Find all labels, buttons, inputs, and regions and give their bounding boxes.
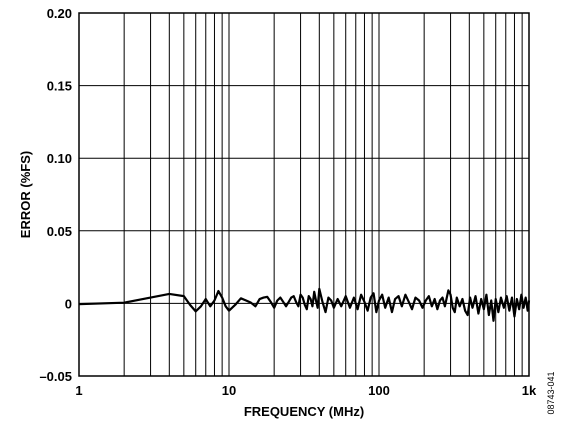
series-line (78, 287, 531, 322)
tick-labels: 1 10 100 1k 0.20 0.15 0.10 0.05 0 –0.05 (39, 6, 537, 398)
y-tick-label: 0 (65, 296, 72, 311)
y-tick-label: –0.05 (39, 369, 72, 384)
y-tick-label: 0.10 (47, 151, 72, 166)
figure-id-label: 08743-041 (546, 371, 556, 414)
x-axis-title: FREQUENCY (MHz) (244, 404, 364, 419)
y-tick-label: 0.20 (47, 6, 72, 21)
x-tick-label: 100 (368, 383, 390, 398)
y-axis-title: ERROR (%FS) (18, 151, 33, 238)
y-tick-label: 0.05 (47, 224, 72, 239)
x-tick-label: 1 (75, 383, 82, 398)
data-series (78, 287, 531, 322)
y-tick-label: 0.15 (47, 79, 72, 94)
plot-frame (78, 12, 530, 377)
grid-lines (79, 13, 529, 376)
x-tick-label: 1k (522, 383, 537, 398)
x-tick-label: 10 (222, 383, 236, 398)
